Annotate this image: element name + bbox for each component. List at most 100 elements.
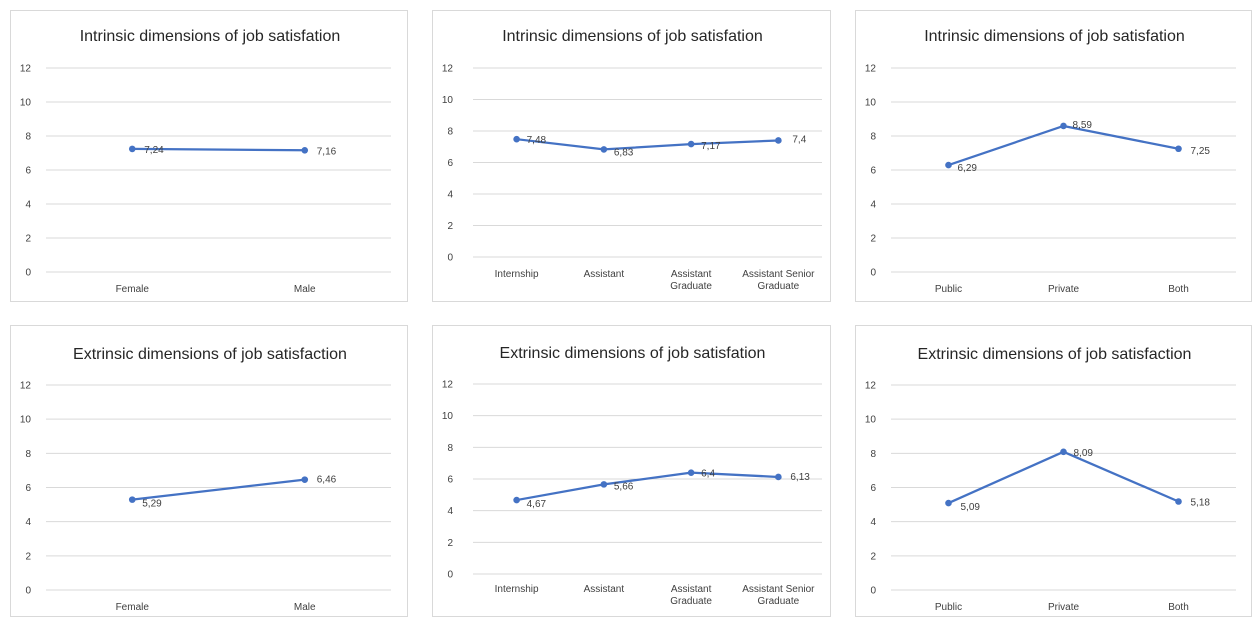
chart-title: Extrinsic dimensions of job satisfaction [73,346,347,363]
y-tick-label: 6 [25,483,31,494]
data-label: 5,29 [142,499,162,510]
chart-title: Extrinsic dimensions of job satisfaction [918,346,1192,363]
y-tick-label: 8 [870,132,876,143]
y-tick-label: 0 [25,268,31,279]
data-point [687,469,695,476]
data-label: 6,29 [958,163,978,174]
x-category-label: Assistant Senior Graduate [742,584,815,607]
y-tick-label: 8 [25,132,31,143]
x-category-label: Assistant [584,584,625,595]
data-point [687,140,695,148]
y-tick-label: 8 [447,443,453,454]
x-category-label: Female [116,602,150,613]
chart-panel-3: Intrinsic dimensions of job satisfation 0… [855,10,1252,302]
data-point [600,146,608,153]
chart-title: Intrinsic dimensions of job satisfation [924,28,1185,45]
x-category-label: Assistant Graduate [670,584,712,607]
x-category-label: Private [1048,284,1080,295]
chart-svg-4: Extrinsic dimensions of job satisfaction… [20,346,391,613]
y-tick-label: 2 [447,221,453,232]
y-tick-label: 4 [447,506,453,517]
x-category-label: Public [935,602,962,613]
data-label: 6,4 [701,469,715,480]
y-tick-label: 12 [20,381,32,392]
y-tick-label: 6 [447,158,453,169]
chart-svg-1: Intrinsic dimensions of job satisfation 0… [20,28,391,295]
chart-panel-5: Extrinsic dimensions of job satisfation 0… [432,325,831,617]
y-tick-label: 2 [870,551,876,562]
data-point [1060,122,1067,130]
y-tick-label: 2 [870,234,876,245]
y-tick-label: 4 [870,517,876,528]
series-line [947,124,1180,167]
chart-svg-3: Intrinsic dimensions of job satisfation 0… [865,28,1236,295]
y-tick-label: 4 [25,517,31,528]
data-label: 5,09 [961,502,981,513]
x-category-label: Assistant [584,269,625,280]
data-point [128,145,136,153]
y-tick-label: 0 [447,253,453,264]
data-label: 7,4 [792,134,806,145]
data-point [1060,448,1067,456]
data-label: 6,13 [790,472,810,483]
chart-title: Extrinsic dimensions of job satisfation [500,345,766,362]
y-tick-label: 0 [870,268,876,279]
x-category-label: Assistant Senior Graduate [742,269,815,292]
y-tick-label: 2 [447,538,453,549]
chart-svg-6: Extrinsic dimensions of job satisfaction… [865,346,1236,613]
y-tick-label: 10 [442,411,454,422]
x-category-label: Internship [495,584,539,595]
y-tick-label: 8 [870,449,876,460]
chart-panel-2: Intrinsic dimensions of job satisfation 0… [432,10,831,302]
y-tick-label: 2 [25,234,31,245]
y-tick-label: 12 [865,64,877,75]
data-point [1175,498,1182,505]
chart-panel-6: Extrinsic dimensions of job satisfaction… [855,325,1252,617]
data-label: 7,48 [527,135,547,146]
chart-title: Intrinsic dimensions of job satisfation [502,28,763,45]
data-label: 4,67 [527,499,547,510]
series-line [515,138,780,151]
y-tick-label: 10 [20,98,32,109]
data-label: 7,24 [144,145,164,156]
y-tick-label: 10 [442,95,454,106]
y-tick-label: 0 [870,586,876,597]
data-point [513,496,520,504]
data-label: 5,18 [1191,498,1211,509]
y-tick-label: 12 [20,64,32,75]
x-category-label: Internship [495,269,539,280]
data-label: 8,59 [1073,120,1093,131]
chart-title: Intrinsic dimensions of job satisfation [80,28,341,45]
data-label: 6,46 [317,475,337,486]
data-point [775,137,782,144]
x-category-label: Public [935,284,962,295]
data-point [128,496,136,503]
x-category-label: Male [294,602,316,613]
y-tick-label: 0 [447,570,453,581]
data-point [1175,145,1182,153]
data-point [600,481,608,488]
x-category-label: Private [1048,602,1080,613]
x-category-label: Male [294,284,316,295]
y-tick-label: 12 [442,380,454,391]
y-tick-label: 6 [870,166,876,177]
x-category-label: Both [1168,602,1189,613]
data-point [301,146,309,154]
y-tick-label: 6 [25,166,31,177]
y-tick-label: 4 [447,190,453,201]
data-point [775,473,782,481]
y-tick-label: 8 [25,449,31,460]
y-tick-label: 4 [25,200,31,211]
series-line [515,471,780,502]
y-tick-label: 12 [865,381,877,392]
chart-svg-2: Intrinsic dimensions of job satisfation 0… [442,28,822,292]
series-line [131,147,306,152]
y-tick-label: 12 [442,64,454,75]
x-category-label: Female [116,284,150,295]
y-tick-label: 8 [447,127,453,138]
y-tick-label: 0 [25,586,31,597]
data-point [301,476,309,483]
data-label: 8,09 [1074,448,1094,459]
data-label: 7,17 [701,141,721,152]
data-label: 7,25 [1191,146,1211,157]
